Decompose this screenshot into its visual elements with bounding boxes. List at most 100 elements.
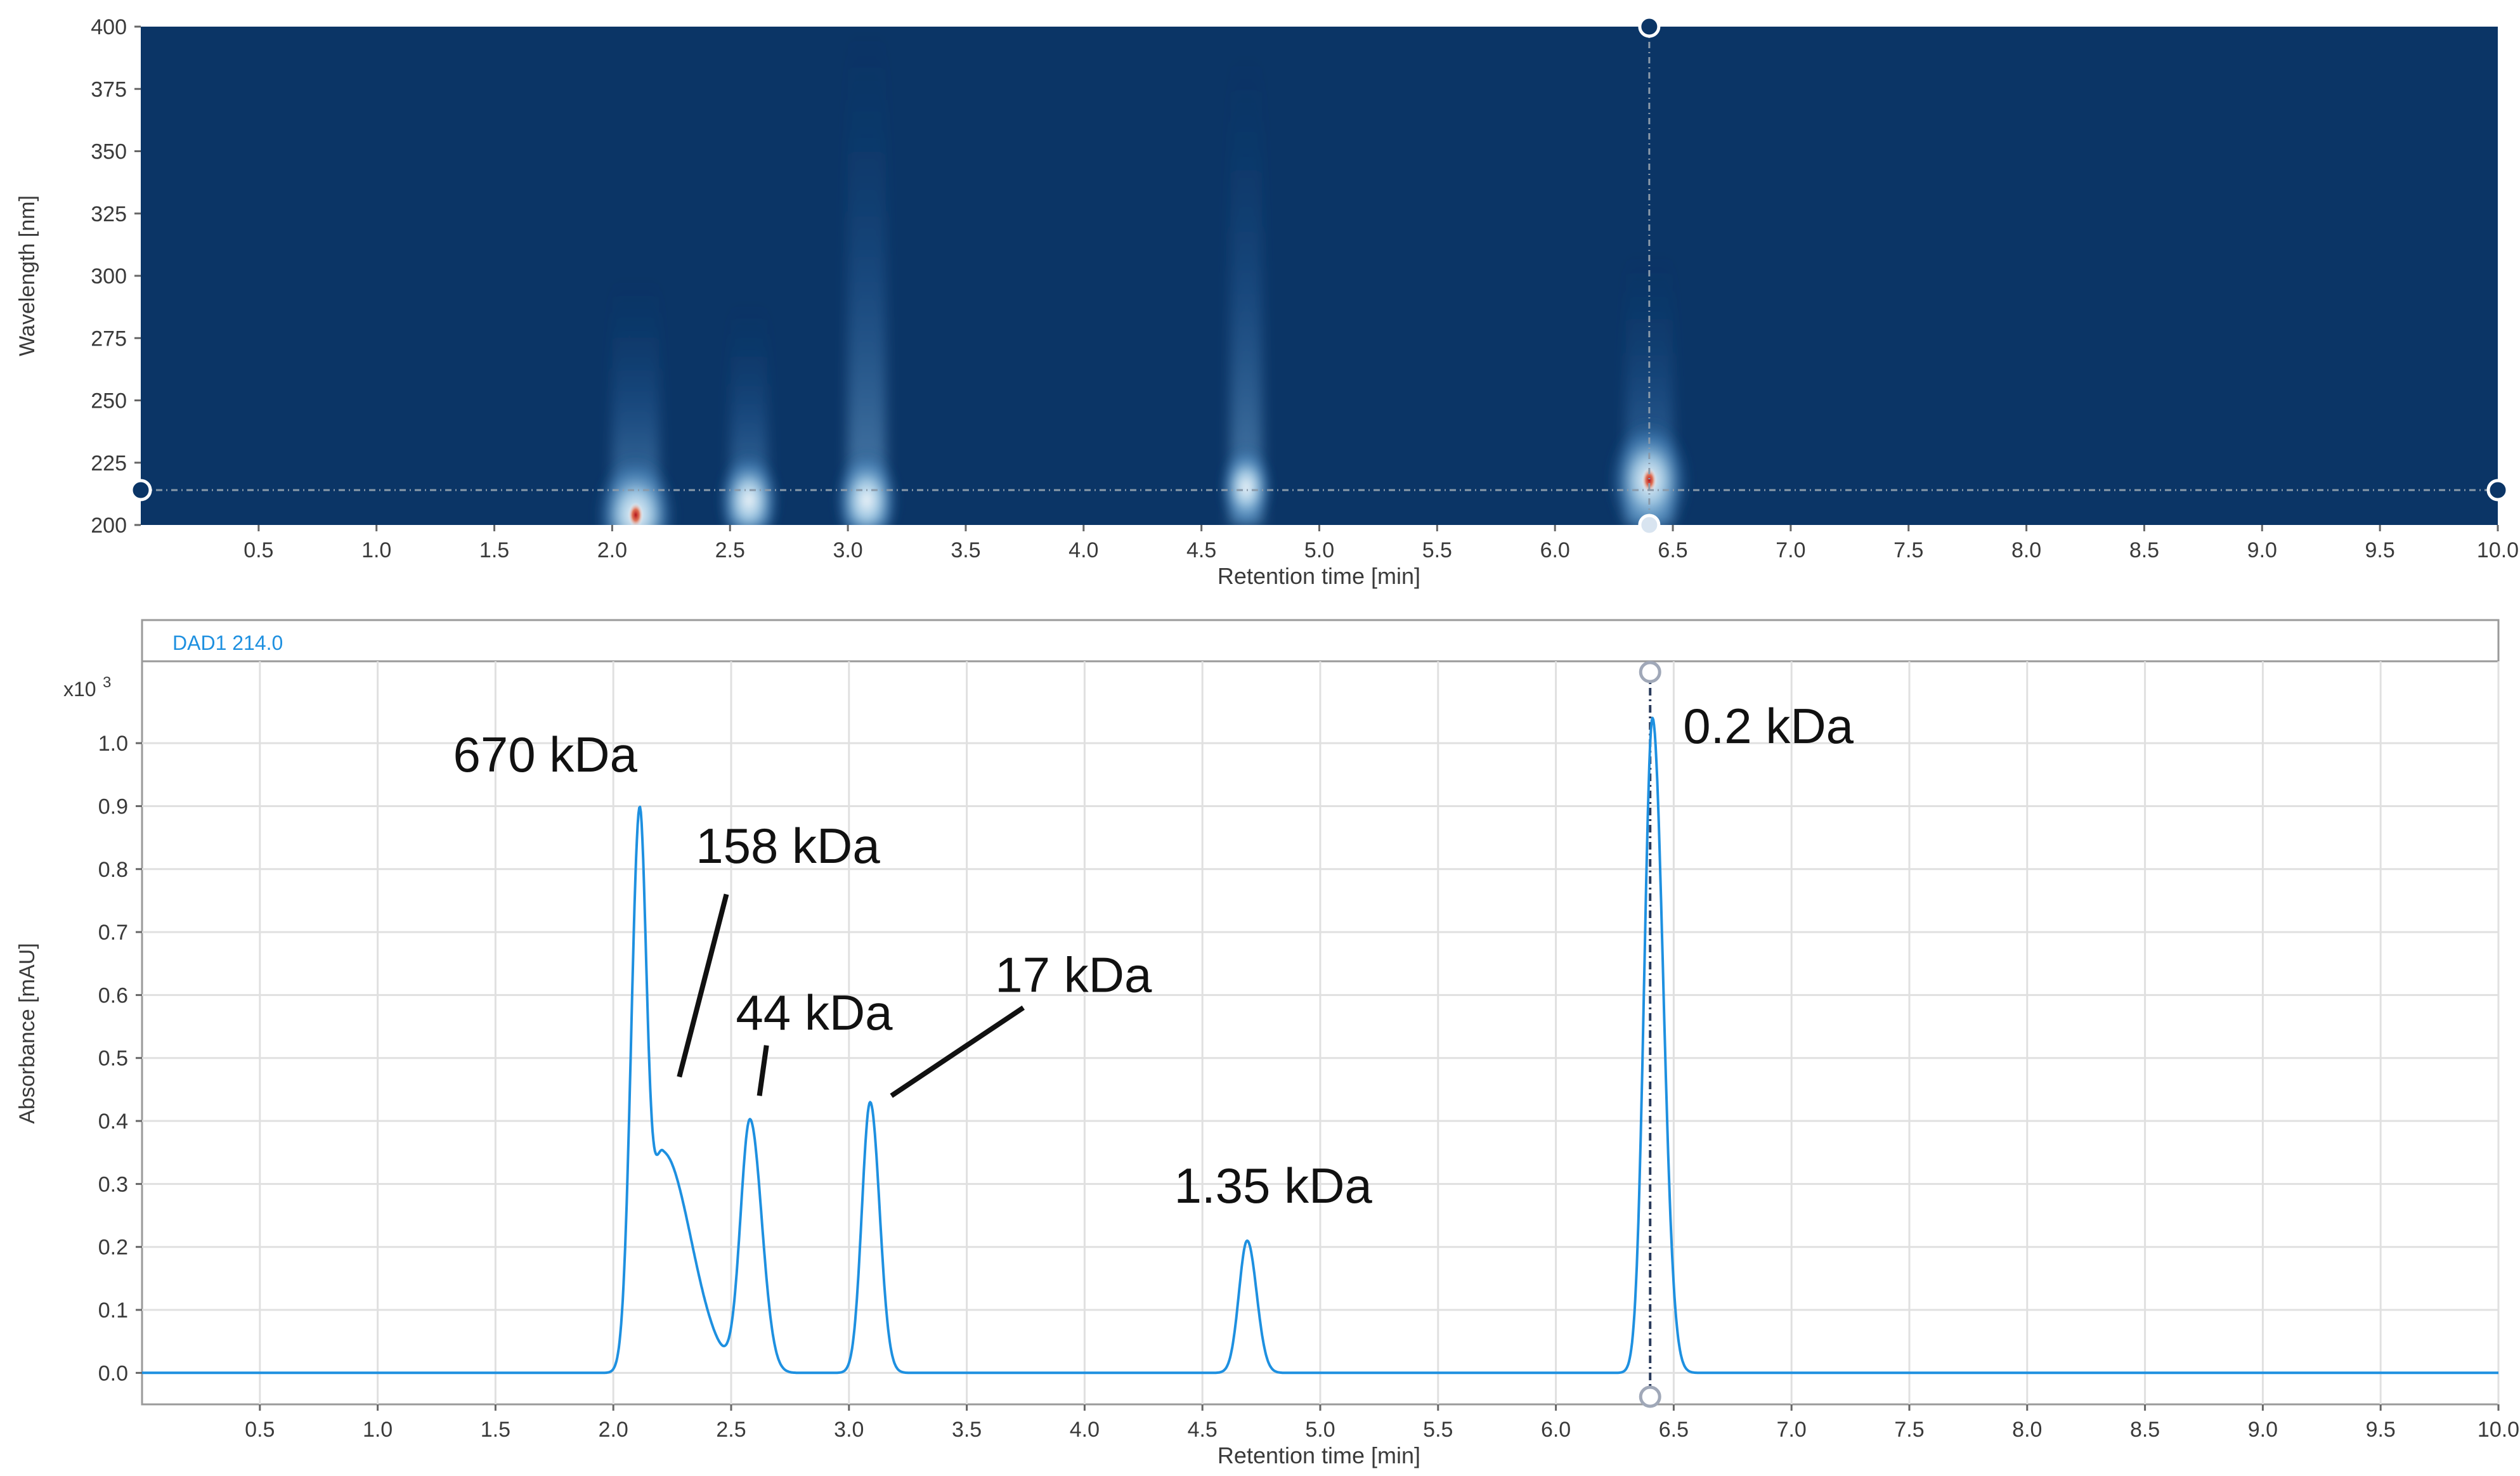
x-tick-label: 2.5 bbox=[716, 1418, 746, 1442]
y-multiplier: x10 3 bbox=[63, 674, 111, 701]
chromatogram-y-axis-label: Absorbance [mAU] bbox=[15, 943, 39, 1123]
heatmap-y-tick-label: 200 bbox=[91, 514, 127, 538]
peak-label: 0.2 kDa bbox=[1683, 698, 1854, 754]
heatmap-y-tick-label: 225 bbox=[91, 451, 127, 476]
heatmap-x-tick-label: 10.0 bbox=[2477, 538, 2519, 562]
x-tick-label: 9.0 bbox=[2248, 1418, 2278, 1442]
heatmap-x-tick-label: 4.0 bbox=[1068, 538, 1098, 562]
heatmap-spot bbox=[831, 27, 902, 525]
chromatogram-y-axis: 0.0 0.1 0.2 0.3 0.4 0.5 0.6 0.7 0.8 0.9 1.0 bbox=[98, 732, 142, 1385]
heatmap-background bbox=[141, 27, 2498, 525]
heatmap-x-tick-label: 2.5 bbox=[715, 538, 745, 562]
heatmap-x-tick-label: 7.0 bbox=[1776, 538, 1805, 562]
heatmap-x-tick-label: 8.0 bbox=[2011, 538, 2041, 562]
crosshair-handle bbox=[1638, 514, 1661, 536]
x-tick-label: 5.5 bbox=[1423, 1418, 1453, 1442]
heatmap-x-tick-label: 0.5 bbox=[244, 538, 273, 562]
peak-leader-line bbox=[890, 1005, 1025, 1098]
heatmap-y-tick-label: 350 bbox=[91, 140, 127, 164]
heatmap-x-tick-label: 7.5 bbox=[1893, 538, 1923, 562]
peak-leader-line bbox=[677, 893, 729, 1078]
x-tick-label: 1.0 bbox=[363, 1418, 393, 1442]
heatmap-y-tick-label: 400 bbox=[91, 15, 127, 39]
heatmap-y-tick-label: 300 bbox=[91, 264, 127, 288]
chromatogram-cursor bbox=[1639, 661, 1661, 1408]
x-tick-label: 8.5 bbox=[2130, 1418, 2160, 1442]
y-tick-label: 0.7 bbox=[98, 921, 128, 945]
heatmap-x-tick-label: 9.5 bbox=[2365, 538, 2395, 562]
x-tick-label: 0.5 bbox=[245, 1418, 275, 1442]
heatmap-spot bbox=[715, 301, 783, 525]
legend-label: DAD1 214.0 bbox=[172, 631, 283, 654]
y-tick-label: 0.3 bbox=[98, 1172, 128, 1196]
heatmap-y-tick-label: 250 bbox=[91, 389, 127, 413]
x-tick-label: 3.5 bbox=[952, 1418, 982, 1442]
heatmap-x-tick-label: 6.0 bbox=[1540, 538, 1570, 562]
x-tick-label: 1.5 bbox=[481, 1418, 510, 1442]
heatmap-x-tick-label: 1.0 bbox=[361, 538, 391, 562]
cursor-handle-bottom bbox=[1639, 1385, 1661, 1408]
heatmap-y-tick-label: 275 bbox=[91, 327, 127, 351]
heatmap-x-tick-label: 6.5 bbox=[1658, 538, 1687, 562]
x-tick-label: 4.5 bbox=[1188, 1418, 1218, 1442]
heatmap-spot-core bbox=[591, 451, 680, 525]
x-tick-label: 8.0 bbox=[2012, 1418, 2042, 1442]
y-multiplier-exponent: 3 bbox=[103, 674, 111, 691]
y-tick-label: 0.1 bbox=[98, 1298, 128, 1323]
heatmap-x-tick-label: 5.0 bbox=[1304, 538, 1334, 562]
heatmap-spot-hot bbox=[628, 502, 644, 525]
x-tick-label: 5.0 bbox=[1305, 1418, 1335, 1442]
heatmap-x-tick-label: 3.0 bbox=[833, 538, 862, 562]
y-tick-label: 0.4 bbox=[98, 1110, 128, 1134]
heatmap-panel: 200 225 250 275 300 325 350 375 400 0.5 1.0 1.5 2.0… bbox=[15, 15, 2519, 589]
x-tick-label: 3.0 bbox=[834, 1418, 864, 1442]
y-tick-label: 0.9 bbox=[98, 794, 128, 819]
peak-label: 1.35 kDa bbox=[1174, 1158, 1373, 1214]
peak-annotations: 670 kDa 158 kDa 44 kDa 17 kDa 1.35 kDa 0.2 kD… bbox=[453, 698, 1854, 1214]
y-tick-label: 0.8 bbox=[98, 858, 128, 882]
heatmap-x-tick-label: 4.5 bbox=[1186, 538, 1216, 562]
heatmap-x-tick-label: 5.5 bbox=[1422, 538, 1452, 562]
heatmap-y-tick-label: 375 bbox=[91, 77, 127, 101]
peak-label: 670 kDa bbox=[453, 727, 638, 782]
heatmap-spot-hot bbox=[1641, 467, 1657, 493]
heatmap-y-tick-label: 325 bbox=[91, 202, 127, 226]
crosshair-handle bbox=[1638, 15, 1661, 38]
peak-label: 158 kDa bbox=[696, 818, 880, 874]
heatmap-x-axis: 0.5 1.0 1.5 2.0 2.5 3.0 3.5 4.0 4.5 5.0 5.5 6.0 6.5 7… bbox=[244, 525, 2519, 562]
x-tick-label: 6.5 bbox=[1659, 1418, 1689, 1442]
heatmap-spot bbox=[591, 276, 680, 525]
peak-leader-line bbox=[757, 1045, 769, 1096]
y-multiplier-base: x10 bbox=[63, 678, 96, 701]
x-tick-label: 6.0 bbox=[1541, 1418, 1571, 1442]
y-tick-label: 0.6 bbox=[98, 983, 128, 1007]
crosshair-handle bbox=[2486, 479, 2509, 502]
peak-label: 44 kDa bbox=[736, 985, 893, 1040]
chromatogram-panel: DAD1 214.0 0.00.10.20.30.40.50.60.70.80.… bbox=[15, 619, 2519, 1468]
heatmap-spot-core bbox=[715, 449, 783, 525]
chromatogram-x-axis: 0.5 1.0 1.5 2.0 2.5 3.0 3.5 4.0 4.5 5.0 5.5 6.0 6.5 7… bbox=[245, 1404, 2519, 1442]
heatmap-y-axis: 200 225 250 275 300 325 350 375 400 bbox=[91, 15, 141, 538]
x-tick-label: 10.0 bbox=[2478, 1418, 2519, 1442]
x-tick-label: 7.0 bbox=[1777, 1418, 1807, 1442]
heatmap-crosshair bbox=[129, 15, 2509, 536]
heatmap-x-tick-label: 8.5 bbox=[2129, 538, 2159, 562]
x-tick-label: 9.5 bbox=[2366, 1418, 2396, 1442]
heatmap-x-axis-label: Retention time [min] bbox=[1218, 563, 1420, 589]
heatmap-spot-core bbox=[831, 448, 902, 525]
heatmap-x-tick-label: 2.0 bbox=[597, 538, 627, 562]
y-tick-label: 0.5 bbox=[98, 1047, 128, 1071]
y-tick-label: 0.0 bbox=[98, 1361, 128, 1385]
heatmap-x-tick-label: 3.5 bbox=[951, 538, 980, 562]
y-tick-label: 1.0 bbox=[98, 732, 128, 756]
heatmap-x-tick-label: 9.0 bbox=[2247, 538, 2277, 562]
heatmap-spot-streak bbox=[847, 27, 886, 525]
heatmap-y-axis-label: Wavelength [nm] bbox=[15, 195, 39, 356]
heatmap-x-tick-label: 1.5 bbox=[479, 538, 509, 562]
heatmap-spot-core bbox=[1217, 443, 1276, 525]
x-tick-label: 4.0 bbox=[1070, 1418, 1100, 1442]
peak-label: 17 kDa bbox=[995, 947, 1152, 1002]
x-tick-label: 7.5 bbox=[1894, 1418, 1924, 1442]
chromatogram-trace bbox=[142, 716, 2498, 1375]
